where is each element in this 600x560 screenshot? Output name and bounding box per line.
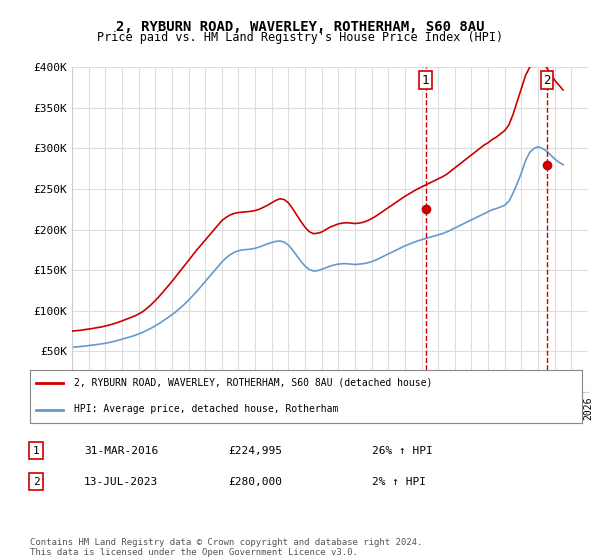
Text: 1: 1 (422, 74, 430, 87)
Text: Contains HM Land Registry data © Crown copyright and database right 2024.
This d: Contains HM Land Registry data © Crown c… (30, 538, 422, 557)
Text: £280,000: £280,000 (228, 477, 282, 487)
Text: 2, RYBURN ROAD, WAVERLEY, ROTHERHAM, S60 8AU: 2, RYBURN ROAD, WAVERLEY, ROTHERHAM, S60… (116, 20, 484, 34)
Text: 2, RYBURN ROAD, WAVERLEY, ROTHERHAM, S60 8AU (detached house): 2, RYBURN ROAD, WAVERLEY, ROTHERHAM, S60… (74, 378, 433, 388)
Text: 2: 2 (544, 74, 551, 87)
Text: 31-MAR-2016: 31-MAR-2016 (84, 446, 158, 456)
Text: 1: 1 (32, 446, 40, 456)
Text: 13-JUL-2023: 13-JUL-2023 (84, 477, 158, 487)
Text: £224,995: £224,995 (228, 446, 282, 456)
Text: 2% ↑ HPI: 2% ↑ HPI (372, 477, 426, 487)
Text: 2: 2 (32, 477, 40, 487)
Text: HPI: Average price, detached house, Rotherham: HPI: Average price, detached house, Roth… (74, 404, 338, 414)
Text: 26% ↑ HPI: 26% ↑ HPI (372, 446, 433, 456)
Text: Price paid vs. HM Land Registry's House Price Index (HPI): Price paid vs. HM Land Registry's House … (97, 31, 503, 44)
